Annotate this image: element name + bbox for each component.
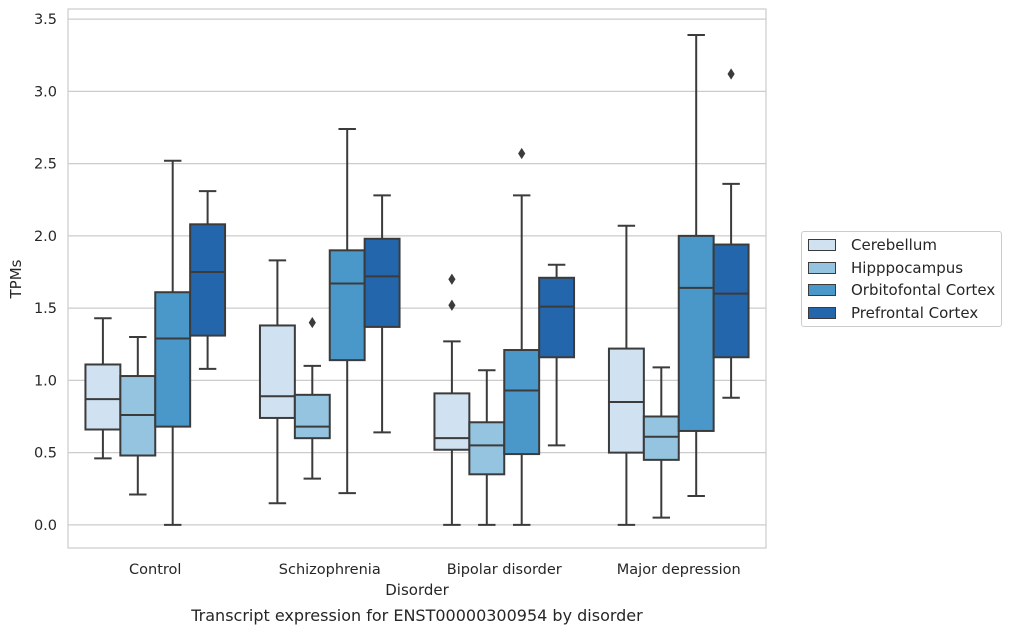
box-iqr — [538, 276, 576, 359]
legend-item-orbitofontal-cortex: Orbitofontal Cortex — [808, 280, 995, 300]
y-tick-label: 2.5 — [34, 157, 57, 173]
x-axis-label: Disorder — [385, 581, 449, 599]
box-orbitofontal-cortex-major-depression — [677, 34, 715, 497]
box-iqr — [258, 324, 296, 419]
box-prefrontal-cortex-schizophrenia — [363, 194, 401, 434]
legend-label-cerebellum: Cerebellum — [851, 236, 937, 254]
box-prefrontal-cortex-major-depression — [712, 68, 750, 399]
outlier-point — [727, 68, 735, 80]
box-iqr — [328, 249, 366, 362]
box-orbitofontal-cortex-control — [154, 159, 192, 526]
box-iqr — [468, 421, 506, 476]
x-tick-label: Schizophrenia — [279, 562, 381, 578]
box-iqr — [84, 363, 122, 431]
box-orbitofontal-cortex-schizophrenia — [328, 127, 366, 495]
box-iqr — [712, 243, 750, 359]
outlier-point — [448, 299, 456, 311]
box-iqr — [154, 291, 192, 428]
box-iqr — [642, 415, 680, 461]
box-iqr — [677, 234, 715, 432]
figure-caption: Transcript expression for ENST0000030095… — [191, 606, 643, 625]
y-tick-label: 0.5 — [34, 446, 57, 462]
box-orbitofontal-cortex-bipolar-disorder — [503, 147, 541, 526]
legend-label-orbitofontal-cortex: Orbitofontal Cortex — [851, 281, 996, 299]
box-cerebellum-schizophrenia — [258, 259, 296, 505]
outlier-point — [308, 316, 316, 329]
y-tick-label: 0.0 — [34, 518, 57, 534]
y-tick-label: 3.0 — [34, 84, 57, 100]
outlier-point — [448, 273, 456, 285]
legend: Cerebellum Hipppocampus Orbitofontal Cor… — [801, 231, 1002, 327]
y-tick-labels: 0.0 0.5 1.0 1.5 2.0 2.5 3.0 3.5 — [34, 12, 57, 534]
y-axis-label: TPMs — [7, 259, 25, 299]
legend-swatch-hipppocampus — [808, 262, 836, 274]
y-tick-label: 1.0 — [34, 373, 57, 389]
box-cerebellum-control — [84, 317, 122, 460]
legend-swatch-orbitofontal-cortex — [808, 284, 836, 296]
box-iqr — [607, 347, 645, 454]
outlier-point — [518, 147, 526, 160]
box-hipppocampus-bipolar-disorder — [468, 369, 506, 526]
box-iqr — [433, 392, 471, 451]
box-prefrontal-cortex-control — [189, 190, 227, 370]
box-hipppocampus-major-depression — [642, 366, 680, 519]
box-cerebellum-bipolar-disorder — [433, 273, 471, 526]
legend-label-prefrontal-cortex: Prefrontal Cortex — [851, 304, 979, 322]
y-tick-label: 2.0 — [34, 229, 57, 245]
box-prefrontal-cortex-bipolar-disorder — [538, 263, 576, 447]
legend-label-hipppocampus: Hipppocampus — [851, 259, 964, 277]
legend-swatch-prefrontal-cortex — [808, 307, 836, 319]
x-tick-label: Control — [129, 562, 181, 578]
x-tick-label: Bipolar disorder — [447, 562, 562, 578]
box-iqr — [189, 223, 227, 337]
box-iqr — [503, 349, 541, 456]
legend-item-hipppocampus: Hipppocampus — [808, 258, 963, 278]
legend-item-cerebellum: Cerebellum — [808, 235, 937, 255]
box-groups — [84, 34, 750, 526]
y-tick-label: 3.5 — [34, 12, 57, 28]
box-iqr — [363, 237, 401, 328]
x-tick-label: Major depression — [617, 562, 741, 578]
box-cerebellum-major-depression — [607, 224, 645, 526]
legend-swatch-cerebellum — [808, 239, 836, 251]
x-tick-labels: Control Schizophrenia Bipolar disorder Majo… — [129, 562, 741, 578]
box-hipppocampus-schizophrenia — [293, 316, 331, 480]
box-iqr — [293, 393, 331, 440]
y-tick-label: 1.5 — [34, 301, 57, 317]
legend-item-prefrontal-cortex: Prefrontal Cortex — [808, 303, 978, 323]
